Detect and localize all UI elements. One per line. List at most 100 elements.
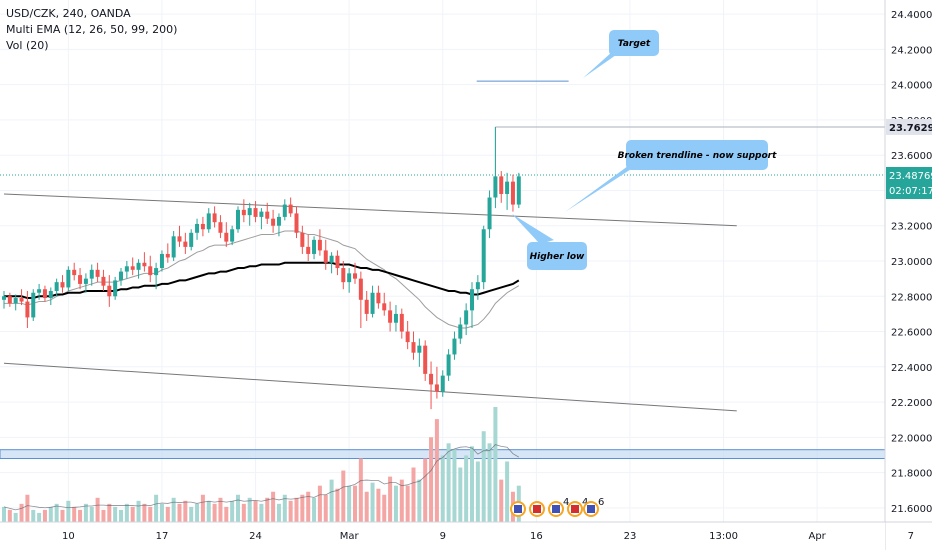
- y-tick-label: 24.20000: [891, 45, 932, 56]
- volume-indicator-label[interactable]: Vol (20): [6, 39, 49, 52]
- countdown-label: 02:07:17: [889, 186, 932, 197]
- volume-bar: [230, 500, 235, 522]
- candle-body: [312, 239, 317, 254]
- volume-bar: [411, 467, 416, 522]
- flag-icon: [552, 505, 560, 513]
- volume-bar: [505, 461, 510, 522]
- ema-indicator-label[interactable]: Multi EMA (12, 26, 50, 99, 200): [6, 23, 178, 36]
- event-badge[interactable]: 4: [548, 497, 569, 517]
- price-axis[interactable]: 24.4000024.2000024.0000023.8000023.60000…: [884, 0, 932, 550]
- candle-body: [411, 342, 416, 353]
- volume-bar: [259, 503, 264, 522]
- trendline-upper[interactable]: [3, 193, 737, 227]
- event-badge[interactable]: [510, 501, 526, 517]
- volume-bar: [417, 479, 422, 522]
- volume-bar: [48, 506, 53, 522]
- symbol-title[interactable]: USD/CZK, 240, OANDA: [6, 7, 131, 20]
- candle-body: [13, 298, 18, 304]
- volume-bar: [189, 506, 194, 522]
- candle-body: [218, 222, 223, 233]
- volume-bar: [493, 407, 498, 522]
- candle-body: [241, 209, 246, 216]
- candle-body: [195, 223, 200, 233]
- trendlines[interactable]: [3, 80, 885, 412]
- volume-bar: [300, 494, 305, 522]
- candle-body: [259, 211, 264, 217]
- volume-bar: [130, 506, 135, 522]
- volume-bar: [89, 506, 94, 522]
- volume-bar: [475, 461, 480, 522]
- y-tick-label: 21.80000: [891, 469, 932, 480]
- x-tick-label: 9: [440, 531, 446, 542]
- candle-body: [95, 269, 100, 277]
- annotation-callouts[interactable]: Target Broken trendline - now support High…: [512, 30, 777, 270]
- volume-bar: [470, 446, 474, 522]
- candle-body: [446, 354, 451, 376]
- event-badge[interactable]: 6: [583, 497, 604, 517]
- trendline-lower[interactable]: [3, 362, 737, 412]
- event-badge[interactable]: 4: [567, 497, 588, 517]
- x-tick-label: 7: [908, 531, 914, 542]
- volume-bar: [487, 443, 492, 522]
- volume-bar: [101, 509, 106, 522]
- y-tick-label: 23.20000: [891, 222, 932, 233]
- volume-bar: [464, 455, 469, 522]
- volume-bar: [329, 479, 334, 522]
- time-axis[interactable]: 10 17 24 Mar 9 16 23 13:00 Apr 7: [0, 521, 932, 550]
- volume-bar: [54, 503, 59, 522]
- candle-body: [236, 209, 240, 230]
- volume-bar: [376, 488, 381, 522]
- callout-target[interactable]: Target: [583, 30, 659, 78]
- volume-bar: [37, 512, 42, 522]
- candle-body: [113, 280, 118, 297]
- y-tick-label: 23.60000: [891, 151, 932, 162]
- candle-body: [399, 313, 404, 332]
- candle-body: [493, 176, 498, 198]
- candle-body: [7, 296, 12, 304]
- volume-bar: [370, 482, 375, 522]
- candle-body: [124, 266, 129, 272]
- callout-higher-low-box: [527, 242, 587, 270]
- volume-bar: [107, 503, 112, 522]
- x-tick-label: 13:00: [709, 531, 738, 542]
- candle-body: [393, 313, 398, 323]
- y-tick-label: 22.00000: [891, 433, 932, 444]
- callout-broken-box: [626, 140, 768, 170]
- volume-bar: [171, 497, 176, 522]
- x-tick-label: 10: [62, 531, 75, 542]
- candle-body: [341, 268, 346, 283]
- candle-body: [189, 232, 194, 247]
- callout-broken-pointer: [565, 162, 642, 212]
- candle-body: [358, 278, 363, 300]
- event-badge[interactable]: [529, 501, 545, 517]
- candle-body: [19, 298, 24, 302]
- callout-higher-low-pointer: [512, 214, 554, 244]
- y-tick-label: 23.00000: [891, 257, 932, 268]
- current-price-badge[interactable]: [886, 166, 932, 199]
- volume-bar: [183, 500, 188, 522]
- x-tick-label: 23: [624, 531, 637, 542]
- candle-body: [370, 292, 375, 314]
- x-tick-label: Mar: [340, 531, 360, 542]
- candle-body: [31, 292, 36, 318]
- high-price-badge[interactable]: [886, 118, 932, 135]
- candle-body: [42, 289, 47, 299]
- volume-bar: [364, 491, 369, 522]
- flag-icon: [571, 505, 579, 513]
- callout-broken[interactable]: Broken trendline - now support: [565, 140, 777, 212]
- candle-body: [101, 276, 106, 286]
- y-tick-label: 24.00000: [891, 81, 932, 92]
- candle-body: [48, 290, 53, 299]
- volume-bar: [72, 506, 77, 522]
- volume-bar: [382, 494, 387, 522]
- volume-bar: [78, 509, 83, 522]
- volume-bar: [335, 488, 340, 522]
- candlesticks: [2, 126, 521, 410]
- callout-higher-low[interactable]: Higher low: [512, 214, 587, 270]
- candle-body: [89, 269, 94, 279]
- volume-bar: [276, 503, 281, 522]
- volume-bars: [2, 407, 521, 522]
